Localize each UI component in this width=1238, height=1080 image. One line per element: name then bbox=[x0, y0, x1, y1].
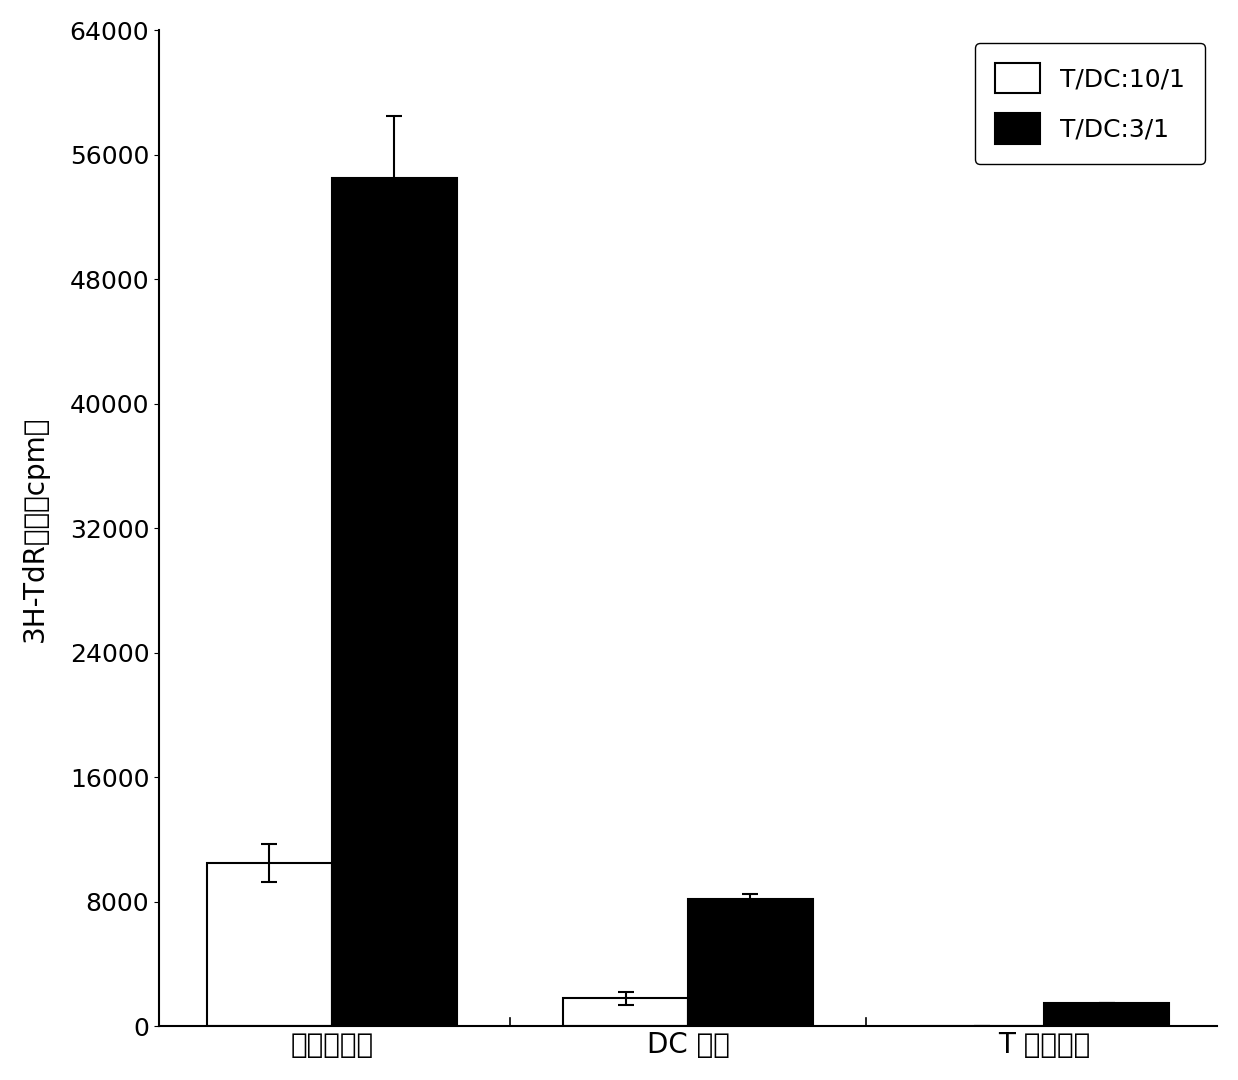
Bar bbox=[563, 998, 688, 1026]
Bar bbox=[207, 863, 332, 1026]
Bar bbox=[688, 899, 813, 1026]
Y-axis label: 3H-TdR插入（cpm）: 3H-TdR插入（cpm） bbox=[21, 415, 48, 642]
Bar bbox=[332, 178, 457, 1026]
Legend: T/DC:10/1, T/DC:3/1: T/DC:10/1, T/DC:3/1 bbox=[974, 43, 1205, 164]
Bar bbox=[1045, 1003, 1169, 1026]
